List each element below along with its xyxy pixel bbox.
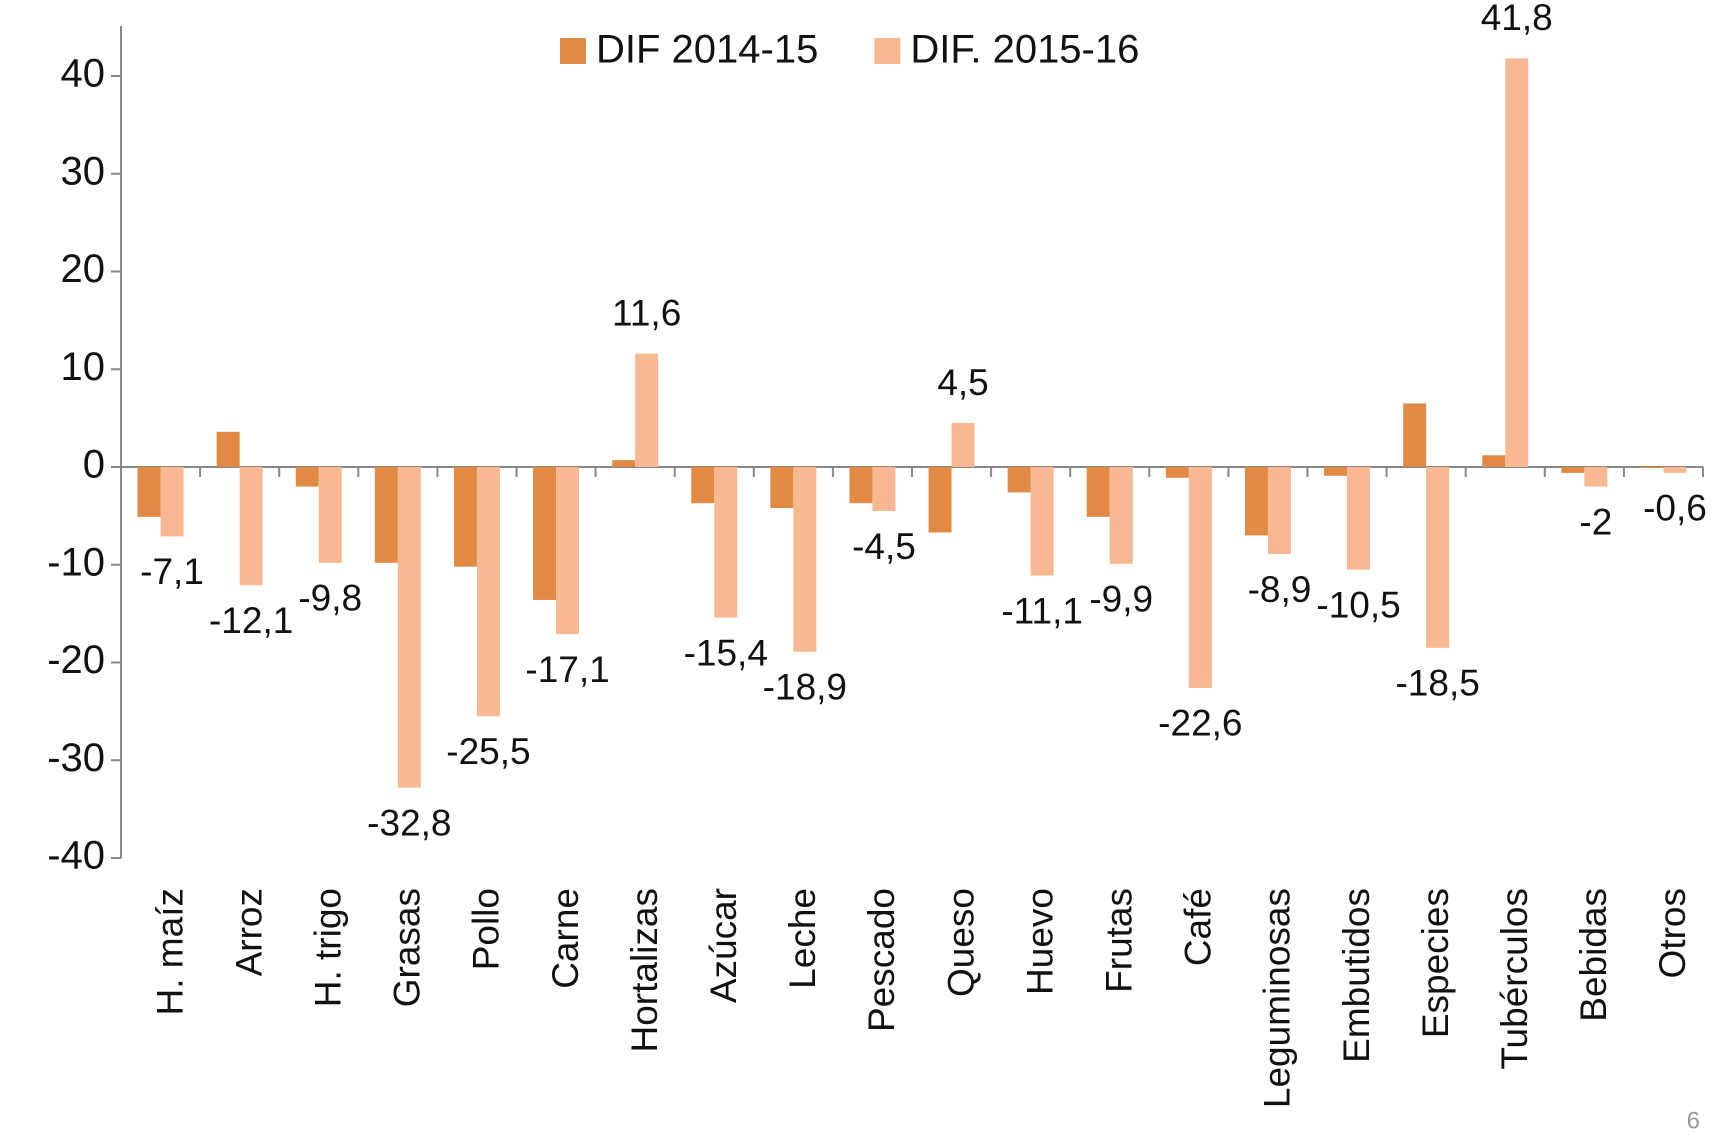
bar bbox=[1086, 467, 1110, 517]
legend-swatch bbox=[874, 38, 901, 64]
x-tick-label: H. trigo bbox=[308, 888, 349, 1007]
bar bbox=[872, 467, 896, 511]
x-tick-label: Pollo bbox=[466, 888, 507, 970]
bar bbox=[691, 467, 715, 504]
bar bbox=[1347, 467, 1371, 570]
x-tick-label: Huevo bbox=[1019, 888, 1060, 995]
x-tick-label: Bebidas bbox=[1573, 888, 1614, 1022]
data-label: -0,6 bbox=[1643, 488, 1707, 529]
x-tick-label: Especies bbox=[1415, 888, 1456, 1038]
x-tick-label: Hortalizas bbox=[624, 888, 665, 1053]
bar bbox=[951, 423, 975, 467]
data-label: -32,8 bbox=[367, 802, 451, 843]
x-tick-label: Pescado bbox=[861, 888, 902, 1032]
bar bbox=[397, 467, 421, 788]
legend-swatch bbox=[560, 38, 586, 64]
x-tick-label: Leguminosas bbox=[1257, 888, 1298, 1108]
bar bbox=[1426, 467, 1450, 648]
bar bbox=[849, 467, 873, 504]
data-label: -17,1 bbox=[525, 649, 609, 690]
x-tick-label: Azúcar bbox=[703, 888, 744, 1003]
bar bbox=[928, 467, 952, 533]
bar bbox=[1267, 467, 1291, 554]
data-label: -15,4 bbox=[684, 632, 768, 673]
bar bbox=[533, 467, 557, 600]
y-tick-label: 10 bbox=[61, 345, 106, 389]
x-tick-label: Frutas bbox=[1099, 888, 1140, 993]
x-tick-label: H. maíz bbox=[149, 888, 190, 1015]
bar bbox=[239, 467, 263, 586]
x-tick-label: Tubérculos bbox=[1494, 888, 1535, 1070]
data-label: -12,1 bbox=[209, 600, 293, 641]
y-tick-label: 20 bbox=[61, 247, 106, 291]
bar bbox=[476, 467, 500, 717]
x-tick-label: Embutidos bbox=[1336, 888, 1377, 1063]
y-tick-label: -40 bbox=[47, 834, 105, 878]
bar bbox=[556, 467, 580, 635]
page-number: 6 bbox=[1687, 1107, 1700, 1134]
data-label: -10,5 bbox=[1316, 584, 1400, 625]
bar bbox=[1482, 455, 1506, 467]
x-tick-label: Carne bbox=[545, 888, 586, 989]
x-tick-label: Leche bbox=[782, 888, 823, 989]
data-label: -18,5 bbox=[1395, 663, 1479, 704]
bar bbox=[1561, 467, 1585, 473]
bar bbox=[374, 467, 398, 563]
bar bbox=[295, 467, 319, 487]
data-label: -2 bbox=[1579, 501, 1612, 542]
x-tick-label: Grasas bbox=[387, 888, 428, 1007]
data-label: -8,9 bbox=[1248, 569, 1312, 610]
bar bbox=[1403, 403, 1427, 467]
bar bbox=[1640, 467, 1664, 468]
bar bbox=[1188, 467, 1212, 688]
data-label: -9,8 bbox=[298, 578, 362, 619]
data-label: -11,1 bbox=[1001, 590, 1083, 631]
bar bbox=[1505, 58, 1529, 467]
data-label: 11,6 bbox=[612, 292, 681, 333]
bar bbox=[137, 467, 161, 517]
y-tick-label: -20 bbox=[47, 638, 105, 682]
bar bbox=[1165, 467, 1189, 478]
bar bbox=[1109, 467, 1133, 564]
bar bbox=[1030, 467, 1054, 576]
bar bbox=[216, 431, 240, 467]
y-tick-label: 30 bbox=[61, 149, 106, 193]
y-tick-label: 40 bbox=[61, 52, 106, 96]
x-tick-label: Arroz bbox=[228, 888, 269, 976]
bar bbox=[770, 467, 794, 509]
data-label: 4,5 bbox=[937, 362, 988, 403]
bar bbox=[1584, 467, 1608, 487]
data-label: -18,9 bbox=[763, 667, 847, 708]
x-tick-label: Café bbox=[1178, 888, 1219, 966]
x-tick-label: Otros bbox=[1652, 888, 1693, 978]
y-tick-label: 0 bbox=[83, 443, 105, 487]
bar bbox=[160, 467, 184, 537]
data-label: -25,5 bbox=[446, 731, 530, 772]
bar bbox=[635, 353, 659, 467]
bar bbox=[612, 460, 636, 467]
data-label: -22,6 bbox=[1158, 703, 1242, 744]
bar bbox=[1007, 467, 1031, 493]
x-tick-label: Queso bbox=[940, 888, 981, 997]
bar bbox=[318, 467, 342, 563]
bar bbox=[1244, 467, 1268, 536]
data-label: 41,8 bbox=[1481, 0, 1553, 38]
legend-label: DIF. 2015-16 bbox=[910, 28, 1139, 72]
data-label: -4,5 bbox=[852, 526, 916, 567]
bar bbox=[793, 467, 817, 652]
bar bbox=[453, 467, 477, 567]
bar bbox=[1663, 467, 1687, 473]
bar bbox=[1324, 467, 1348, 476]
data-label: -7,1 bbox=[140, 551, 204, 592]
data-label: -9,9 bbox=[1089, 579, 1153, 620]
bar bbox=[714, 467, 738, 618]
y-tick-label: -30 bbox=[47, 736, 105, 780]
legend-label: DIF 2014-15 bbox=[596, 28, 818, 72]
y-tick-label: -10 bbox=[47, 540, 105, 584]
